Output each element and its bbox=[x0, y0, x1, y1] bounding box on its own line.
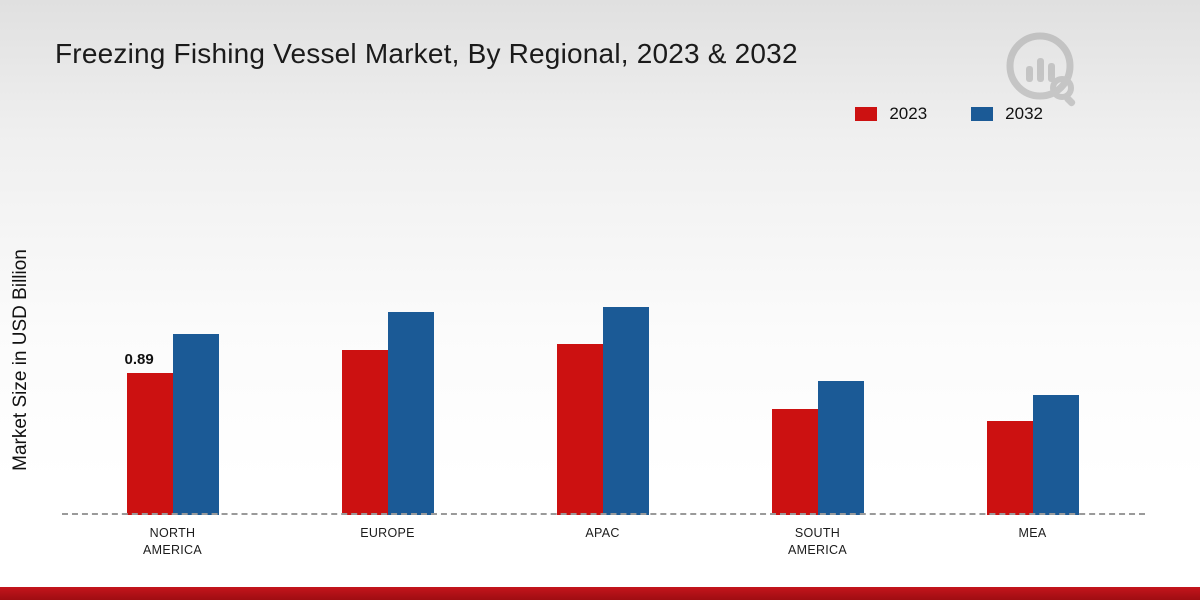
brand-logo bbox=[1004, 30, 1082, 113]
legend-swatch-2032 bbox=[971, 107, 994, 121]
bar-pair: 0.89 bbox=[125, 334, 219, 515]
x-axis-category-label: MEA bbox=[1018, 526, 1047, 540]
bar-2023 bbox=[556, 344, 603, 515]
x-axis-category-label: APAC bbox=[585, 526, 620, 540]
bar-2032 bbox=[817, 381, 864, 515]
legend: 2023 2032 bbox=[855, 104, 1043, 124]
x-axis-category-label: SOUTH AMERICA bbox=[787, 526, 848, 557]
x-axis-category-label: NORTH AMERICA bbox=[142, 526, 203, 557]
bar-2032 bbox=[387, 312, 434, 515]
bar-pair bbox=[556, 307, 649, 515]
legend-label-2023: 2023 bbox=[889, 104, 928, 123]
bar-2032 bbox=[1032, 395, 1079, 515]
footer-accent-bar bbox=[0, 587, 1200, 600]
bar-pair bbox=[986, 395, 1079, 515]
x-axis-baseline bbox=[62, 513, 1145, 515]
plot-area: 0.89 NORTH AMERICA EUROPE APAC SOUTH AMERICA… bbox=[65, 180, 1140, 557]
legend-item-2023: 2023 bbox=[855, 104, 927, 124]
legend-item-2032: 2032 bbox=[971, 104, 1043, 124]
bar-pair bbox=[341, 312, 434, 515]
legend-label-2032: 2032 bbox=[1005, 104, 1043, 123]
bar-group: 0.89 NORTH AMERICA bbox=[125, 180, 219, 557]
bar-value-label: 0.89 bbox=[124, 351, 154, 368]
bar-2023 bbox=[341, 350, 388, 515]
bar-2023 bbox=[771, 409, 818, 515]
bar-2032 bbox=[602, 307, 649, 515]
bar-2023 bbox=[986, 421, 1033, 515]
bar-group: MEA bbox=[986, 180, 1079, 540]
legend-swatch-2023 bbox=[855, 107, 878, 121]
bar-group: APAC bbox=[556, 180, 649, 540]
x-axis-category-label: EUROPE bbox=[360, 526, 415, 540]
bar-pair bbox=[771, 381, 864, 515]
bar-group: SOUTH AMERICA bbox=[771, 180, 864, 557]
brand-logo-icon bbox=[1006, 32, 1076, 107]
bar-2023: 0.89 bbox=[125, 351, 173, 515]
bar-group: EUROPE bbox=[341, 180, 434, 540]
y-axis-title: Market Size in USD Billion bbox=[10, 249, 31, 471]
bar-2032 bbox=[172, 334, 219, 515]
chart-title: Freezing Fishing Vessel Market, By Regio… bbox=[55, 38, 798, 69]
